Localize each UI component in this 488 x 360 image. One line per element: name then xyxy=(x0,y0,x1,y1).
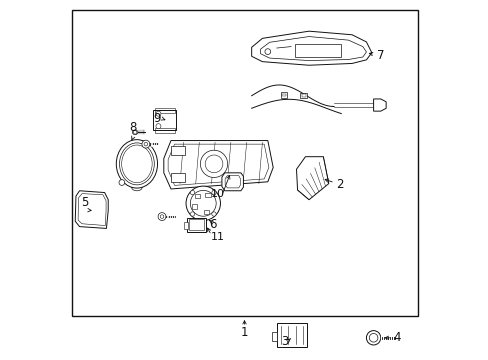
Circle shape xyxy=(142,140,149,148)
Text: 3: 3 xyxy=(280,335,287,348)
Bar xyxy=(171,146,185,155)
Polygon shape xyxy=(296,157,328,200)
Ellipse shape xyxy=(116,140,157,188)
Circle shape xyxy=(158,213,165,221)
Ellipse shape xyxy=(119,143,154,185)
Bar xyxy=(276,323,306,347)
Circle shape xyxy=(211,190,216,195)
Text: 11: 11 xyxy=(210,232,224,242)
Text: 10: 10 xyxy=(211,189,225,199)
Bar xyxy=(155,128,174,133)
Circle shape xyxy=(119,180,124,185)
Bar xyxy=(280,93,286,98)
Bar xyxy=(281,94,285,96)
Circle shape xyxy=(205,155,223,173)
Text: 4: 4 xyxy=(393,331,400,344)
Circle shape xyxy=(156,111,161,116)
Polygon shape xyxy=(251,31,371,65)
Text: 1: 1 xyxy=(240,326,248,339)
Text: 5: 5 xyxy=(81,196,88,209)
Polygon shape xyxy=(163,140,273,189)
Bar xyxy=(194,194,199,198)
Bar xyxy=(153,110,176,130)
Polygon shape xyxy=(75,191,108,228)
Text: 6: 6 xyxy=(209,218,217,231)
Circle shape xyxy=(190,212,194,216)
Circle shape xyxy=(200,150,227,177)
Bar xyxy=(171,173,185,182)
Bar xyxy=(189,219,203,230)
Circle shape xyxy=(264,49,270,54)
Bar xyxy=(191,204,197,209)
Bar xyxy=(294,44,341,57)
Ellipse shape xyxy=(132,130,138,135)
Circle shape xyxy=(190,190,216,216)
Text: 8: 8 xyxy=(129,121,137,134)
Bar xyxy=(155,108,174,113)
Circle shape xyxy=(211,212,216,216)
Bar xyxy=(205,193,210,197)
Polygon shape xyxy=(373,99,386,111)
Text: 9: 9 xyxy=(153,112,161,125)
Bar xyxy=(272,332,277,341)
Bar xyxy=(203,210,208,214)
Text: 7: 7 xyxy=(376,49,384,62)
Circle shape xyxy=(156,124,161,129)
Circle shape xyxy=(190,190,194,195)
Polygon shape xyxy=(260,37,366,60)
Bar xyxy=(72,10,418,316)
Bar xyxy=(183,222,187,229)
Bar xyxy=(187,218,205,232)
Bar xyxy=(300,93,306,98)
Circle shape xyxy=(185,186,220,221)
Circle shape xyxy=(366,330,380,345)
Polygon shape xyxy=(222,173,243,191)
Text: 2: 2 xyxy=(335,178,343,191)
Bar xyxy=(301,94,305,97)
